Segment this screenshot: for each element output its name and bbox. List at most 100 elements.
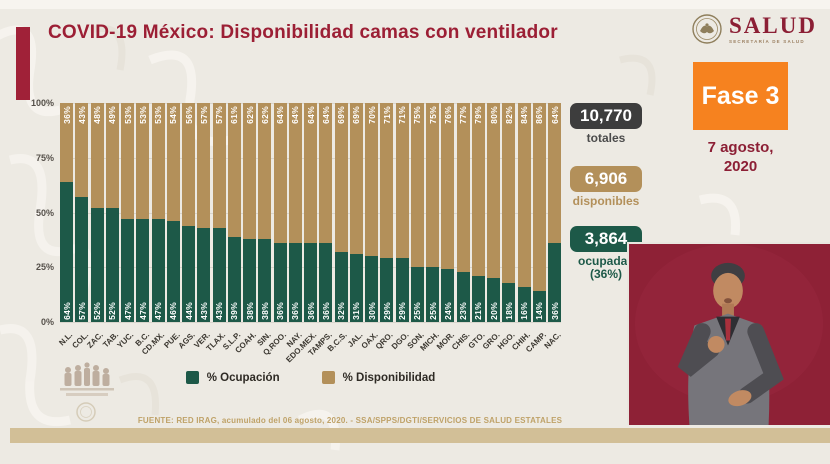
segment-ocupacion: 38% <box>243 238 256 322</box>
ocupacion-value-label: 25% <box>412 302 423 320</box>
source-note: FUENTE: RED IRAG, acumulado del 06 agost… <box>137 416 563 425</box>
disponibilidad-value-label: 53% <box>137 106 148 124</box>
phase-badge: Fase 3 <box>693 62 788 130</box>
segment-ocupacion: 23% <box>456 271 470 322</box>
heroes-emblem <box>52 362 120 424</box>
segment-disponibilidad: 71% <box>395 103 409 259</box>
segment-ocupacion: 52% <box>105 208 119 322</box>
ocupacion-value-label: 29% <box>381 302 392 320</box>
x-tick: B.C.S. <box>326 324 349 366</box>
segment-disponibilidad: 64% <box>304 103 317 244</box>
page-title: COVID-19 México: Disponibilidad camas co… <box>48 22 558 43</box>
segment-disponibilidad: 57% <box>212 103 226 228</box>
ocupacion-value-label: 24% <box>442 302 453 320</box>
y-axis: 100% 75% 50% 25% 0% <box>10 98 56 327</box>
y-tick-label: 50% <box>35 207 54 218</box>
segment-disponibilidad: 62% <box>258 103 272 239</box>
legend-label: % Ocupación <box>206 371 280 384</box>
ocupacion-value-label: 47% <box>122 302 133 320</box>
disponibilidad-value-label: 53% <box>153 106 163 124</box>
segment-ocupacion: 36% <box>304 243 317 322</box>
bar-coah: 62% 38% <box>243 103 256 322</box>
segment-disponibilidad: 76% <box>441 103 455 270</box>
bar-chih: 84% 16% <box>517 103 531 322</box>
disponibilidad-value-label: 48% <box>92 106 102 124</box>
stat-disponibles-value: 6,906 <box>570 165 642 192</box>
segment-disponibilidad: 54% <box>166 103 180 222</box>
disponibilidad-value-label: 86% <box>534 106 545 124</box>
segment-disponibilidad: 69% <box>334 103 348 252</box>
ocupacion-value-label: 64% <box>61 302 72 320</box>
stat-disponibles-label: disponibles <box>572 193 640 208</box>
segment-ocupacion: 36% <box>548 243 561 322</box>
disponibilidad-value-label: 76% <box>442 106 453 124</box>
disponibilidad-value-label: 64% <box>320 106 331 124</box>
title-accent-bar <box>16 27 30 100</box>
salud-wordmark: SALUD <box>729 13 817 38</box>
disponibilidad-value-label: 64% <box>275 106 285 124</box>
stat-ocupadas-label: ocupadas (36%) <box>577 253 634 282</box>
bar-pue: 54% 46% <box>166 103 180 322</box>
ocupacion-value-label: 25% <box>427 302 438 320</box>
ocupacion-value-label: 52% <box>107 302 118 320</box>
disponibilidad-value-label: 80% <box>488 106 499 124</box>
disponibilidad-value-label: 61% <box>229 106 240 124</box>
segment-ocupacion: 47% <box>151 219 165 322</box>
ocupacion-value-label: 36% <box>290 302 301 320</box>
segment-ocupacion: 21% <box>471 276 485 322</box>
segment-ocupacion: 24% <box>441 269 455 322</box>
ocupacion-value-label: 57% <box>76 302 87 320</box>
x-axis: N.L. COL. ZAC. TAB. YUC. B.C. CD.MX. PUE. AGS. VE… <box>58 324 563 366</box>
x-tick: COAH. <box>233 324 258 366</box>
segment-disponibilidad: 84% <box>517 103 531 287</box>
ocupacion-value-label: 23% <box>458 302 468 320</box>
segment-disponibilidad: 64% <box>548 103 561 244</box>
segment-ocupacion: 30% <box>365 256 378 322</box>
legend-label: % Disponibilidad <box>342 371 436 384</box>
bar-edomex: 64% 36% <box>304 103 317 322</box>
y-tick-label: 75% <box>35 152 54 163</box>
disponibilidad-value-label: 62% <box>244 106 255 124</box>
bar-bc: 53% 47% <box>136 103 150 322</box>
bar-nl: 36% 64% <box>60 103 73 322</box>
ocupacion-value-label: 39% <box>229 302 240 320</box>
segment-ocupacion: 64% <box>60 181 73 322</box>
legend-swatch-icon <box>321 371 335 384</box>
segment-disponibilidad: 36% <box>60 103 73 182</box>
bar-nac: 64% 36% <box>548 103 561 322</box>
segment-ocupacion: 39% <box>227 236 241 322</box>
segment-ocupacion: 46% <box>166 221 180 322</box>
ocupacion-value-label: 36% <box>275 302 285 320</box>
segment-disponibilidad: 48% <box>90 103 104 209</box>
segment-ocupacion: 29% <box>380 258 394 322</box>
segment-disponibilidad: 53% <box>151 103 165 220</box>
ocupacion-value-label: 36% <box>305 302 316 320</box>
ocupacion-value-label: 16% <box>519 302 529 320</box>
segment-ocupacion: 18% <box>502 282 516 322</box>
disponibilidad-value-label: 64% <box>290 106 301 124</box>
stats-panel: 10,770 totales 6,906 disponibles 3,864 o… <box>550 103 662 282</box>
sign-language-interpreter-video <box>627 242 830 425</box>
segment-disponibilidad: 62% <box>243 103 256 239</box>
bar-bcs: 69% 32% <box>334 103 348 322</box>
top-letterbox-strip <box>0 0 830 9</box>
segment-ocupacion: 36% <box>319 243 333 322</box>
salud-subtitle: SECRETARÍA DE SALUD <box>729 39 805 44</box>
y-tick-label: 0% <box>40 317 54 327</box>
bars-container: 36% 64% 43% 57% 48% 52% 49% 52% 53% 47% 53% 47% 53% 4… <box>60 103 561 322</box>
salud-logo: SALUD SECRETARÍA DE SALUD <box>690 12 822 46</box>
salud-seal-icon <box>692 14 722 44</box>
stat-totales-label: totales <box>586 131 626 145</box>
date-line1: 7 agosto, <box>707 139 774 156</box>
segment-ocupacion: 38% <box>258 238 272 322</box>
ocupacion-value-label: 21% <box>473 302 484 320</box>
segment-disponibilidad: 69% <box>349 103 363 255</box>
bar-gro: 80% 20% <box>487 103 500 322</box>
segment-ocupacion: 43% <box>197 227 211 322</box>
gridline <box>60 322 561 323</box>
segment-disponibilidad: 75% <box>410 103 424 268</box>
legend-item: % Disponibilidad <box>321 371 436 384</box>
ocupacion-value-label: 29% <box>397 302 407 320</box>
bar-slp: 61% 39% <box>227 103 241 322</box>
